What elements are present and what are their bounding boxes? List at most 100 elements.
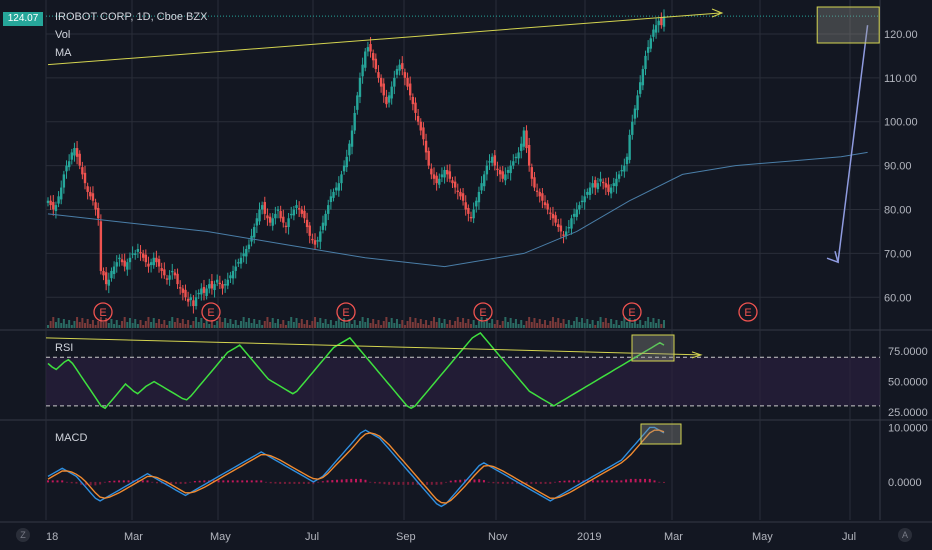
volume-bar [525,321,528,328]
volume-bar [358,321,361,328]
price-candles [46,9,666,314]
candle-body [239,257,243,264]
projection-arrow[interactable] [837,25,869,263]
macd-histogram-bar [184,481,187,484]
macd-histogram-bar [648,478,651,483]
candle-body [416,116,420,122]
macd-histogram-bar [506,481,509,484]
macd-histogram-bar [620,480,623,483]
volume-bar [485,318,488,328]
macd-histogram-bar [473,479,476,483]
volume-bar [604,318,607,328]
volume-bar [232,324,235,328]
volume-bar [218,317,221,328]
candle-body [387,95,391,103]
macd-histogram-bar [411,481,414,485]
trendline[interactable] [47,12,721,66]
volume-bar [610,319,613,328]
volume-bar [414,318,417,328]
volume-bar [163,320,166,328]
auto-scale-button[interactable]: A [898,528,912,542]
time-tick-label: May [752,531,773,543]
rsi-tick-label: 50.0000 [888,377,928,389]
candle-body [411,96,415,105]
symbol-title[interactable]: IROBOT CORP, 1D, Cboe BZX [55,11,208,23]
volume-bar [501,321,504,328]
moving-average-line [47,151,868,268]
volume-bar [60,323,63,328]
volume-bar [528,317,531,328]
candle-body [234,266,237,271]
macd-histogram-bar [264,481,267,483]
candle-body [374,58,378,70]
volume-bar [406,321,409,328]
volume-bar [62,319,65,328]
volume-bar [316,322,319,328]
highlight-boxes[interactable] [711,6,880,264]
rsi-legend[interactable]: RSI [55,342,74,354]
volume-bar [565,324,568,328]
candle-body [202,286,206,293]
volume-legend[interactable]: Vol [55,29,71,41]
volume-bar [102,322,105,328]
volume-bar [393,323,396,328]
macd-histogram-bar [89,481,92,486]
candle-body [435,175,438,184]
candle-body [385,96,388,105]
volume-bar [649,322,652,328]
candle-body [612,183,615,187]
volume-bar [382,321,385,328]
volume-bar [234,320,237,328]
candle-body [340,174,343,184]
macd-histogram-bar [260,480,263,483]
zoom-button[interactable]: Z [16,528,30,542]
candle-body [192,300,195,307]
candle-body [366,47,370,52]
rsi-tick-label: 25.0000 [888,407,928,419]
macd-histogram-bar [312,481,315,485]
candle-body [181,288,185,293]
volume-bar [372,319,375,328]
candle-body [530,167,534,179]
volume-bar [551,317,554,328]
candle-body [334,187,338,191]
volume-bar [438,318,441,328]
macd-histogram-bar [331,480,334,483]
trendline-arrowhead [711,8,724,18]
candle-body [588,187,592,196]
candle-body [276,209,280,211]
volume-bar [237,325,240,328]
volume-bar [113,324,116,328]
volume-bar [295,318,298,328]
candle-body [62,174,66,188]
volume-bar [607,323,610,328]
candle-body [403,72,407,78]
macd-histogram-bar [563,480,566,483]
volume-bar [54,322,57,328]
volume-bar [255,324,258,328]
volume-bar [594,325,597,328]
candle-body [546,203,549,210]
candle-body [464,202,467,210]
candle-body [284,225,288,228]
macd-histogram-bar [84,481,87,486]
macd-legend[interactable]: MACD [55,432,88,444]
macd-histogram-bar [165,481,168,484]
ma-legend[interactable]: MA [55,47,72,59]
candle-body [604,183,608,188]
candle-body [522,130,526,147]
candle-body [615,178,618,187]
volume-bar [134,319,137,328]
volume-bar [181,319,184,328]
candle-body [52,202,55,210]
candle-body [104,272,108,285]
candle-body [120,259,124,263]
macd-histogram-bar [288,481,291,484]
candle-body [221,284,224,289]
candle-body [303,210,306,219]
candle-body [448,171,452,179]
macd-histogram-bar [554,481,557,483]
volume-bar [612,324,615,328]
